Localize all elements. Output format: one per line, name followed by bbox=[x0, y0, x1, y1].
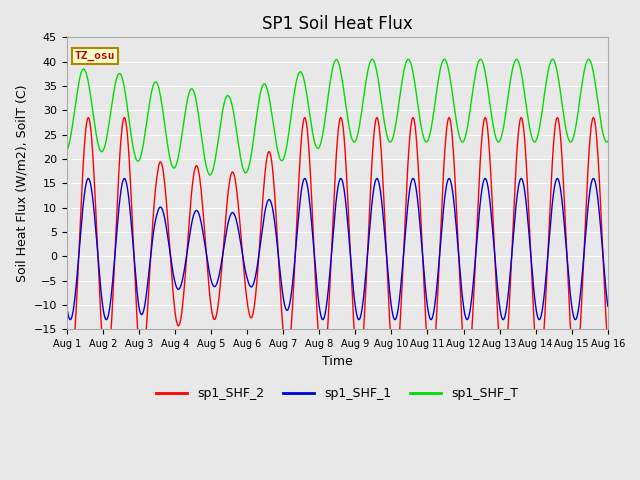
sp1_SHF_T bbox=[585, 56, 593, 62]
sp1_SHF_T bbox=[492, 136, 500, 142]
sp1_SHF_2 bbox=[183, 249, 191, 254]
X-axis label: Time: Time bbox=[322, 355, 353, 368]
sp1_SHF_T bbox=[63, 148, 70, 154]
Line: sp1_SHF_T: sp1_SHF_T bbox=[67, 59, 608, 175]
sp1_SHF_2 bbox=[391, 368, 399, 373]
Y-axis label: Soil Heat Flux (W/m2), SoilT (C): Soil Heat Flux (W/m2), SoilT (C) bbox=[15, 84, 28, 282]
Legend: sp1_SHF_2, sp1_SHF_1, sp1_SHF_T: sp1_SHF_2, sp1_SHF_1, sp1_SHF_T bbox=[151, 382, 524, 405]
sp1_SHF_1 bbox=[422, 289, 429, 295]
Text: TZ_osu: TZ_osu bbox=[75, 51, 115, 61]
Title: SP1 Soil Heat Flux: SP1 Soil Heat Flux bbox=[262, 15, 413, 33]
sp1_SHF_T bbox=[422, 139, 429, 144]
sp1_SHF_2 bbox=[170, 298, 178, 304]
sp1_SHF_T bbox=[183, 99, 191, 105]
sp1_SHF_1 bbox=[244, 276, 252, 282]
sp1_SHF_1 bbox=[493, 274, 500, 280]
sp1_SHF_T bbox=[540, 96, 548, 101]
sp1_SHF_T bbox=[604, 138, 612, 144]
sp1_SHF_2 bbox=[540, 323, 548, 329]
sp1_SHF_T bbox=[244, 167, 252, 173]
sp1_SHF_2 bbox=[373, 115, 381, 120]
sp1_SHF_2 bbox=[422, 319, 429, 324]
Line: sp1_SHF_1: sp1_SHF_1 bbox=[67, 179, 608, 320]
sp1_SHF_1 bbox=[63, 303, 70, 309]
Line: sp1_SHF_2: sp1_SHF_2 bbox=[67, 118, 608, 371]
sp1_SHF_1 bbox=[183, 250, 191, 255]
sp1_SHF_1 bbox=[604, 303, 612, 309]
sp1_SHF_2 bbox=[493, 291, 500, 297]
sp1_SHF_1 bbox=[391, 317, 399, 323]
sp1_SHF_1 bbox=[373, 176, 381, 181]
sp1_SHF_T bbox=[206, 172, 214, 178]
sp1_SHF_T bbox=[170, 165, 178, 171]
sp1_SHF_2 bbox=[244, 301, 252, 307]
sp1_SHF_1 bbox=[170, 274, 178, 280]
sp1_SHF_1 bbox=[540, 292, 548, 298]
sp1_SHF_2 bbox=[604, 344, 612, 349]
sp1_SHF_2 bbox=[63, 344, 70, 349]
